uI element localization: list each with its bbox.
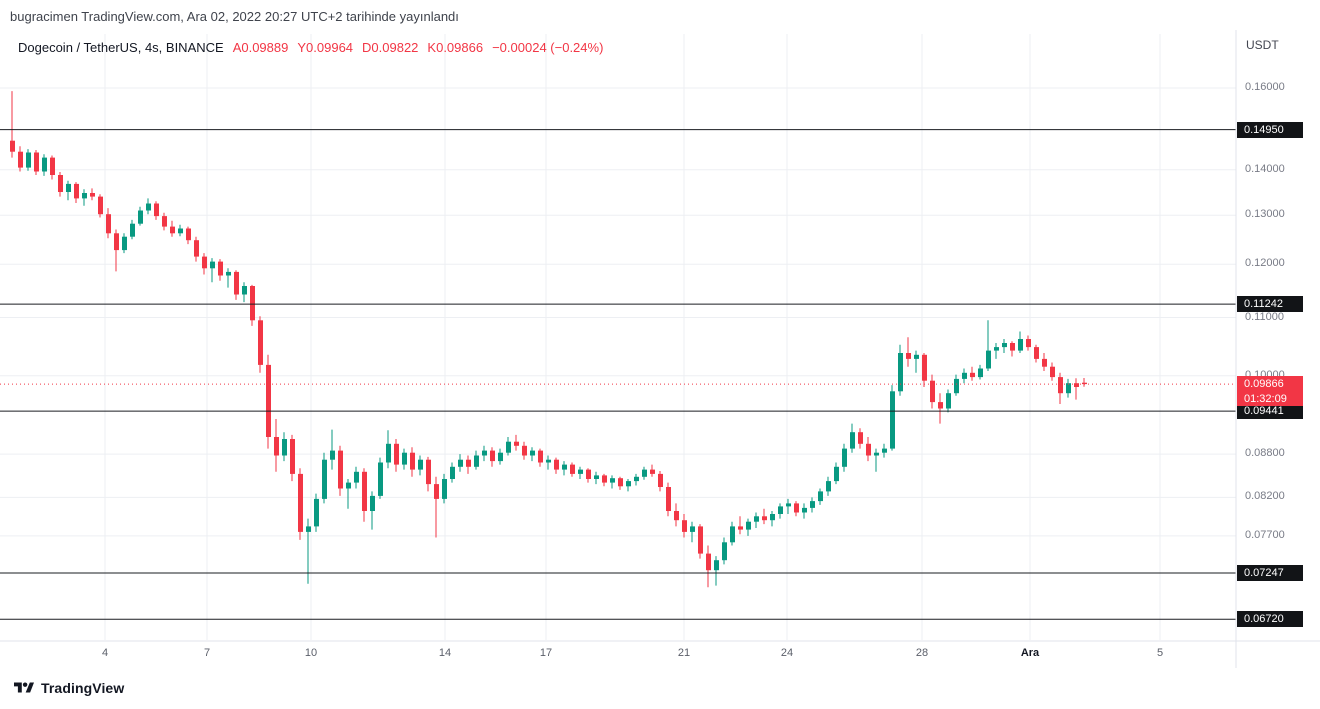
ohlc-close: K0.09866 bbox=[427, 40, 484, 55]
time-axis-label: 14 bbox=[438, 647, 452, 659]
tradingview-logo-icon bbox=[14, 682, 34, 693]
quote-currency-label: USDT bbox=[1246, 38, 1279, 52]
time-axis[interactable]: 4 7 10 14 17 21 24 28 Ara 5 bbox=[0, 647, 1236, 665]
tradingview-logo-link[interactable]: TradingView bbox=[14, 680, 124, 696]
chart-legend: Dogecoin / TetherUS, 4s, BINANCE A0.0988… bbox=[18, 40, 603, 55]
grid bbox=[0, 34, 1236, 640]
time-axis-label: 5 bbox=[1156, 647, 1164, 659]
ohlc-high: Y0.09964 bbox=[297, 40, 354, 55]
time-axis-label: 7 bbox=[203, 647, 211, 659]
time-axis-label: 24 bbox=[780, 647, 794, 659]
candlestick-series bbox=[10, 91, 1087, 588]
publish-byline: bugracimen TradingView.com, Ara 02, 2022… bbox=[10, 9, 459, 24]
time-axis-label: 10 bbox=[304, 647, 318, 659]
time-axis-label: 21 bbox=[677, 647, 691, 659]
time-axis-label: 4 bbox=[101, 647, 109, 659]
symbol-title[interactable]: Dogecoin / TetherUS, 4s, BINANCE bbox=[18, 40, 224, 55]
time-axis-label: Ara bbox=[1020, 647, 1040, 659]
price-change: −0.00024 (−0.24%) bbox=[492, 40, 604, 55]
time-axis-label: 17 bbox=[539, 647, 553, 659]
time-axis-label: 28 bbox=[915, 647, 929, 659]
ohlc-open: A0.09889 bbox=[232, 40, 289, 55]
tradingview-wordmark: TradingView bbox=[41, 680, 125, 696]
horizontal-level-lines[interactable] bbox=[0, 129, 1236, 620]
ohlc-low: D0.09822 bbox=[362, 40, 419, 55]
